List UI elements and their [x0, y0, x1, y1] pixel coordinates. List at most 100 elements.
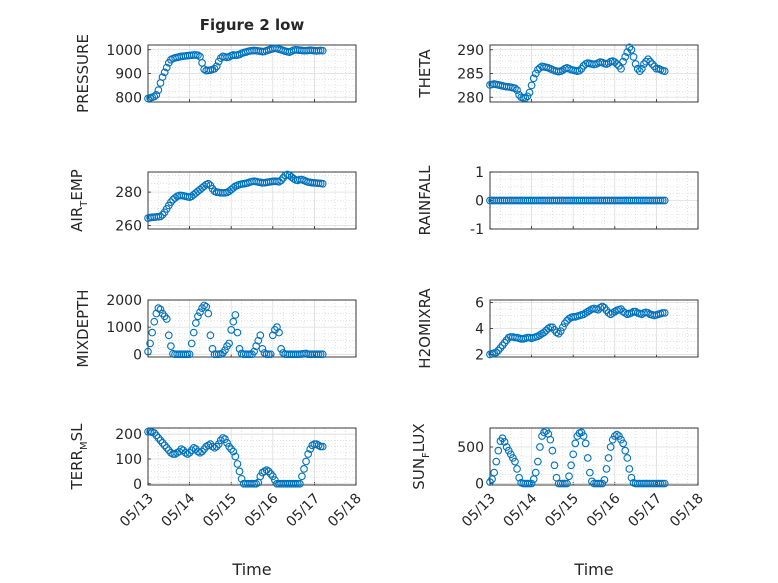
data-point [167, 198, 175, 207]
data-point [225, 442, 233, 451]
data-point [550, 461, 559, 470]
data-point [318, 179, 327, 188]
data-point [656, 479, 665, 488]
data-point [256, 331, 265, 340]
series-markers [486, 196, 669, 205]
data-point [185, 448, 194, 457]
series-markers [144, 170, 327, 222]
data-point [256, 472, 265, 481]
y-tick-label: 100 [115, 452, 142, 468]
y-tick-label: 4 [475, 322, 484, 338]
data-point [623, 48, 632, 56]
data-point [531, 468, 540, 477]
axes-box [489, 171, 699, 230]
data-point [277, 176, 285, 185]
data-point [637, 64, 646, 73]
data-point [212, 442, 221, 451]
y-tick-label: 290 [457, 43, 484, 59]
data-point [625, 43, 634, 52]
data-point [162, 63, 171, 72]
data-point [660, 309, 669, 317]
data-point [291, 479, 300, 488]
data-point [656, 196, 665, 205]
data-point [158, 210, 167, 219]
series-markers [144, 427, 327, 488]
y-tick-label: 0 [133, 477, 142, 493]
data-point [275, 328, 283, 337]
data-point [509, 454, 517, 462]
data-point [293, 479, 302, 488]
data-point [221, 346, 229, 355]
data-point [162, 443, 171, 452]
data-point [644, 309, 652, 317]
data-point [598, 302, 607, 311]
data-point [156, 305, 165, 314]
y-tick-label: 0 [133, 347, 142, 363]
data-point [527, 479, 536, 488]
data-point [154, 86, 163, 94]
y-tick-label: 260 [115, 219, 142, 235]
data-point [579, 310, 588, 319]
data-point [558, 323, 567, 332]
axes-box [489, 299, 699, 358]
y-axis-label: H2OMIXRA [416, 288, 434, 369]
data-point [229, 184, 238, 192]
data-point [316, 442, 325, 451]
data-point [206, 331, 215, 340]
data-point [306, 445, 315, 453]
data-point [660, 479, 669, 488]
axes-pressure: 800 900 1000 PRESSURE [74, 34, 357, 113]
data-point [154, 304, 163, 312]
data-point [154, 434, 163, 442]
data-point [488, 475, 496, 484]
y-axis-label: THETA [416, 49, 434, 99]
axes-rainfall: -1 0 1 RAINFALL [416, 165, 699, 238]
data-point [615, 432, 623, 440]
series-markers [486, 427, 669, 488]
data-point [635, 67, 644, 75]
data-point [198, 447, 206, 456]
data-point [525, 479, 534, 488]
data-point [191, 319, 200, 327]
y-tick-label: 800 [115, 90, 142, 106]
data-point [150, 429, 159, 437]
data-point [185, 350, 194, 359]
data-point [604, 454, 613, 462]
y-tick-label: 1000 [106, 43, 142, 59]
data-point [164, 331, 173, 340]
data-point [204, 309, 213, 318]
y-tick-label: 900 [115, 67, 142, 83]
data-point [660, 196, 669, 205]
data-point [150, 317, 159, 326]
data-point [558, 479, 567, 488]
data-point [511, 84, 519, 93]
y-tick-label: 6 [475, 296, 484, 312]
data-point [523, 479, 532, 488]
data-point [581, 309, 590, 317]
data-point [156, 212, 165, 221]
series-markers [486, 43, 669, 103]
data-point [268, 472, 277, 481]
data-point [585, 468, 594, 477]
data-point [156, 436, 165, 445]
data-point [521, 94, 530, 103]
axes-h2omixra: 2 4 6 H2OMIXRA [416, 288, 699, 369]
data-point [598, 479, 607, 488]
data-point [608, 309, 617, 317]
series-markers [144, 301, 327, 359]
data-point [581, 439, 590, 448]
data-point [227, 445, 236, 453]
data-point [633, 64, 642, 73]
data-point [204, 179, 213, 188]
data-point [658, 309, 667, 317]
data-point [511, 457, 519, 466]
data-point [146, 339, 154, 348]
data-point [648, 60, 657, 68]
axes-theta: 280 285 290 THETA [416, 43, 699, 106]
data-point [627, 473, 636, 482]
data-point [523, 92, 532, 101]
data-point [594, 479, 603, 488]
data-point [579, 432, 588, 440]
data-point [610, 58, 619, 66]
